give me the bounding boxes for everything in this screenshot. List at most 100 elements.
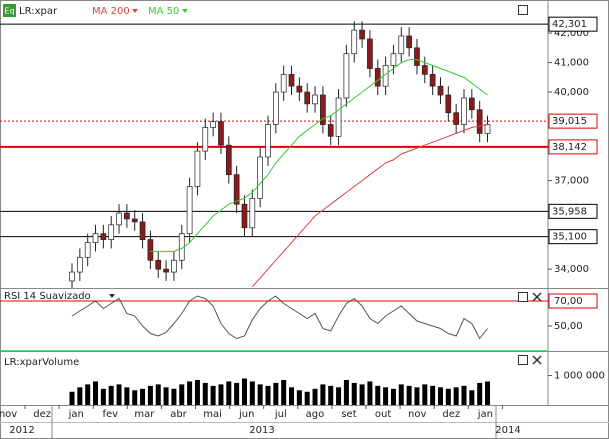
volume-bar [210,385,216,405]
volume-bar [343,379,349,405]
candle-body [468,97,475,111]
candle-body [429,74,436,87]
candle-body [249,197,256,229]
volume-bar [367,381,373,405]
symbol-icon-box [3,4,16,17]
price-level-box [548,113,598,129]
candle-body [343,53,350,99]
dropdown-arrow[interactable] [109,294,115,298]
dropdown-arrow[interactable] [182,9,188,13]
dropdown-arrow[interactable] [132,9,138,13]
x-tick-label: set [341,409,356,420]
price-level-label: 35,100 [552,232,587,243]
rsi-level-box [548,293,598,309]
x-tick-label: nov [0,409,17,420]
candle-body [304,91,311,105]
volume-bar [77,387,83,405]
volume-bar [132,390,138,405]
candle-body [171,259,177,273]
volume-bar [461,385,467,405]
candle-body [241,203,248,229]
x-tick-label: jan [477,409,493,420]
volume-bar [453,387,459,405]
price-level-box [548,203,598,219]
x-tick-label: dez [33,409,51,420]
candle-body [139,221,146,240]
volume-bar [85,384,91,405]
volume-bar [241,378,247,405]
moving-average-line [150,59,488,252]
x-tick-label: jun [238,409,254,420]
maximize-button[interactable] [518,292,528,302]
volume-bar [422,384,428,405]
candle-body [163,268,169,273]
candle-body [218,121,224,146]
x-tick-label: nov [408,409,426,420]
volume-bar [328,385,334,405]
candle-body [116,212,122,226]
candle-body [351,29,358,55]
x-tick-label: jul [274,409,287,420]
candle-body [147,239,154,261]
candle-body [367,38,373,69]
x-tick-label: fev [103,409,119,420]
x-tick-label: mar [134,409,155,420]
volume-bar [320,384,326,405]
volume-bar [430,385,436,405]
candle-body [76,256,83,273]
candle-body [194,150,201,187]
price-level-box [548,16,598,32]
volume-bar [124,387,130,405]
legend-entry[interactable]: MA 50 [148,6,179,17]
close-button[interactable] [532,355,542,365]
candle-body [398,35,405,55]
volume-bar [312,388,318,405]
legend-symbol[interactable]: LR:xpar [19,6,58,17]
candle-body [390,53,397,66]
volume-bar [116,384,122,405]
rsi-title[interactable]: RSI 14 Suavizado [4,291,91,302]
symbol-icon: Eq [4,7,14,16]
candle-body [265,124,271,158]
candle-body [296,85,303,93]
candle-body [374,68,381,87]
maximize-button[interactable] [518,5,528,15]
volume-bar [383,387,389,405]
price-level-label: 35,958 [552,206,587,217]
volume-bar [398,384,404,405]
price-level-label: 42,301 [552,19,587,30]
price-level-box [548,139,598,155]
x-tick-label: mai [203,409,222,420]
volume-bar [226,381,232,405]
candle-body [210,121,216,128]
y-tick-label: 1 000 000 [554,371,605,382]
maximize-button[interactable] [518,355,528,365]
volume-bar [179,384,185,405]
y-tick-label: 41,000 [554,58,589,69]
volume-bar [187,381,193,405]
close-button[interactable] [532,292,542,302]
volume-bar [296,390,302,405]
y-tick-label: 50,00 [554,321,583,332]
volume-bar [202,382,208,405]
volume-bar [304,391,310,405]
volume-panel [69,378,491,405]
x-tick-label: abr [170,409,187,420]
volume-bar [147,385,153,405]
volume-bar [414,387,420,405]
rsi-line [71,295,488,340]
candle-body [225,144,232,176]
x-tick-label: out [375,409,391,420]
volume-bar [194,379,200,405]
candle-body [312,94,318,105]
volume-bar [257,384,263,405]
candle-body [359,29,365,40]
candle-body [327,124,334,137]
price-level-label: 39,015 [552,116,587,127]
y-tick-label: 37,000 [554,176,589,187]
volume-bar [375,385,381,405]
candle-body [186,186,193,235]
legend-entry[interactable]: MA 200 [92,6,130,17]
